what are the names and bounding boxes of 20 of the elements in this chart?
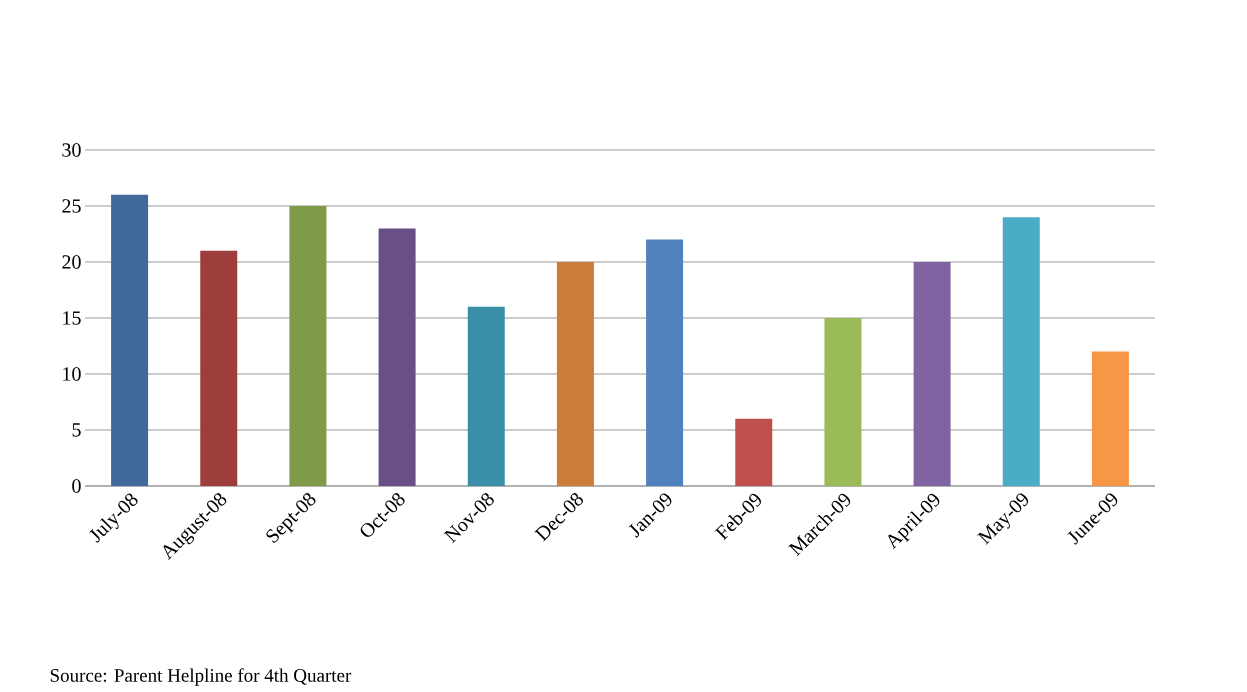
bar	[467, 306, 505, 486]
bar	[1091, 351, 1129, 486]
source-note: Source: Parent Helpline for 4th Quarter	[50, 668, 352, 686]
bar	[735, 418, 773, 486]
bar	[200, 250, 238, 486]
bar	[111, 194, 149, 486]
bar	[1002, 217, 1040, 486]
y-tick-label: 10	[63, 367, 81, 381]
y-tick-label: 0	[72, 479, 81, 493]
y-tick-label: 25	[62, 199, 81, 213]
bar	[378, 228, 416, 486]
y-tick-label: 30	[62, 143, 81, 157]
bar	[913, 262, 951, 486]
y-tick-label: 5	[72, 423, 81, 437]
y-tick-label: 20	[62, 255, 81, 269]
y-tick-label: 15	[63, 311, 81, 325]
bar	[556, 262, 594, 486]
bar	[824, 318, 862, 486]
bar	[646, 239, 684, 486]
bar	[289, 206, 327, 486]
